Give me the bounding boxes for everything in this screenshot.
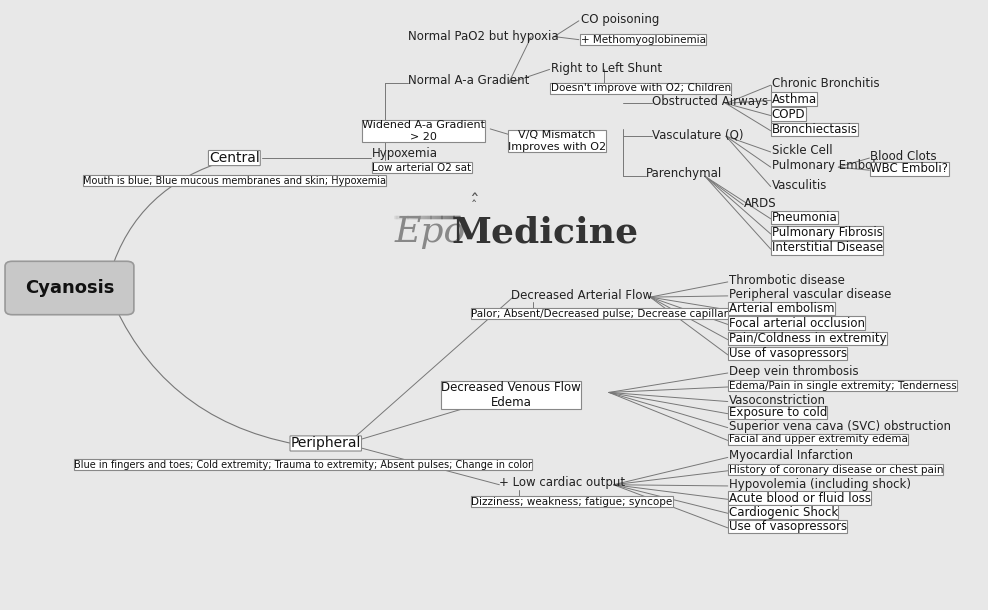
Text: Edema/Pain in single extremity; Tenderness: Edema/Pain in single extremity; Tenderne…	[729, 381, 956, 391]
Text: Medicine: Medicine	[452, 215, 639, 249]
Text: ARDS: ARDS	[744, 197, 777, 210]
Text: Thrombotic disease: Thrombotic disease	[729, 274, 845, 287]
Text: Decreased Venous Flow
Edema: Decreased Venous Flow Edema	[442, 381, 581, 409]
Text: Epo: Epo	[394, 215, 465, 249]
Text: Facial and upper extremity edema: Facial and upper extremity edema	[729, 434, 908, 444]
Text: Deep vein thrombosis: Deep vein thrombosis	[729, 365, 859, 378]
Text: Myocardial Infarction: Myocardial Infarction	[729, 449, 853, 462]
Text: Blood Clots: Blood Clots	[870, 149, 937, 163]
Text: Widened A-a Gradient
> 20: Widened A-a Gradient > 20	[362, 120, 485, 142]
Text: Normal A-a Gradient: Normal A-a Gradient	[408, 74, 530, 87]
Text: Vasoconstriction: Vasoconstriction	[729, 394, 826, 407]
Text: Cardiogenic Shock: Cardiogenic Shock	[729, 506, 838, 518]
Text: Parenchymal: Parenchymal	[645, 167, 722, 180]
Text: Vasculitis: Vasculitis	[772, 179, 827, 192]
Text: Palor; Absent/Decreased pulse; Decrease capillary refill: Palor; Absent/Decreased pulse; Decrease …	[471, 309, 761, 318]
Text: Pneumonia: Pneumonia	[772, 211, 838, 224]
Text: Pulmonary Emboli: Pulmonary Emboli	[772, 159, 878, 173]
Text: ˆ: ˆ	[469, 193, 478, 212]
Text: Central: Central	[209, 151, 260, 165]
Text: Doesn't improve with O2; Children: Doesn't improve with O2; Children	[550, 83, 731, 93]
Text: Arterial embolism: Arterial embolism	[729, 302, 834, 315]
Text: Obstructed Airways (V): Obstructed Airways (V)	[652, 95, 789, 108]
Text: Chronic Bronchitis: Chronic Bronchitis	[772, 77, 879, 90]
Text: + Low cardiac output: + Low cardiac output	[499, 476, 625, 489]
Text: Acute blood or fluid loss: Acute blood or fluid loss	[729, 492, 870, 504]
Text: + Methomyoglobinemia: + Methomyoglobinemia	[581, 35, 705, 45]
Text: Low arterial O2 sat: Low arterial O2 sat	[372, 163, 471, 173]
Text: Peripheral: Peripheral	[290, 436, 361, 450]
Text: Cyanosis: Cyanosis	[26, 279, 115, 297]
Text: Right to Left Shunt: Right to Left Shunt	[550, 62, 662, 74]
Text: Use of vasopressors: Use of vasopressors	[729, 347, 847, 360]
Text: Pulmonary Fibrosis: Pulmonary Fibrosis	[772, 226, 882, 239]
Text: Normal PaO2 but hypoxia: Normal PaO2 but hypoxia	[408, 30, 558, 43]
FancyBboxPatch shape	[5, 261, 133, 315]
Text: Use of vasopressors: Use of vasopressors	[729, 520, 847, 533]
Text: Exposure to cold: Exposure to cold	[729, 406, 827, 419]
Text: History of coronary disease or chest pain: History of coronary disease or chest pai…	[729, 465, 944, 475]
Text: Peripheral vascular disease: Peripheral vascular disease	[729, 287, 891, 301]
Text: Superior vena cava (SVC) obstruction: Superior vena cava (SVC) obstruction	[729, 420, 950, 433]
Text: Blue in fingers and toes; Cold extremity; Trauma to extremity; Absent pulses; Ch: Blue in fingers and toes; Cold extremity…	[74, 460, 532, 470]
Text: Interstitial Disease: Interstitial Disease	[772, 242, 882, 254]
Text: COPD: COPD	[772, 108, 805, 121]
Text: WBC Emboli?: WBC Emboli?	[870, 162, 948, 176]
Text: ˆ: ˆ	[470, 200, 477, 213]
Text: Focal arterial occlusion: Focal arterial occlusion	[729, 317, 864, 330]
Text: Dizziness; weakness; fatigue; syncope: Dizziness; weakness; fatigue; syncope	[471, 497, 672, 507]
Text: Sickle Cell: Sickle Cell	[772, 145, 832, 157]
Text: V/Q Mismatch
Improves with O2: V/Q Mismatch Improves with O2	[508, 131, 606, 152]
Text: Decreased Arterial Flow: Decreased Arterial Flow	[511, 289, 652, 302]
Text: Vasculature (Q): Vasculature (Q)	[652, 129, 743, 142]
Text: Asthma: Asthma	[772, 93, 817, 106]
Text: CO poisoning: CO poisoning	[581, 13, 659, 26]
Text: Bronchiectasis: Bronchiectasis	[772, 123, 858, 136]
Text: Mouth is blue; Blue mucous membranes and skin; Hypoxemia: Mouth is blue; Blue mucous membranes and…	[83, 176, 386, 185]
Text: Pain/Coldness in extremity: Pain/Coldness in extremity	[729, 332, 886, 345]
Text: Hypoxemia: Hypoxemia	[372, 146, 439, 160]
Text: Hypovolemia (including shock): Hypovolemia (including shock)	[729, 478, 911, 491]
